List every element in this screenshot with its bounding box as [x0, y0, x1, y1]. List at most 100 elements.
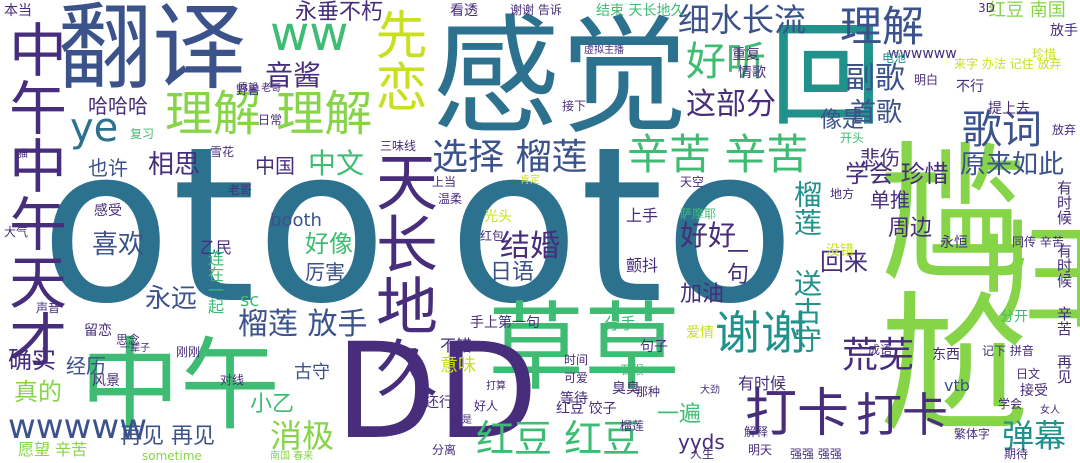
word-ganshou: 感受: [94, 203, 122, 219]
word-jiayou: 加油: [680, 282, 725, 307]
word-zhege: 这是: [452, 415, 472, 426]
word-haohao: 好好: [680, 219, 737, 252]
word-guangtou: 光头: [484, 209, 512, 225]
word-yuanwang: 愿望 辛苦: [18, 440, 88, 459]
word-chengyu: 成语: [868, 343, 893, 357]
word-ganjue: 感觉: [432, 3, 689, 152]
word-juzi: 句子: [640, 339, 668, 355]
word-zhoubian: 周边: [888, 216, 933, 241]
word-dazhen: 大劲: [700, 385, 720, 396]
word-sometime: sometime: [142, 449, 202, 463]
word-xiexie-big: 谢谢: [715, 306, 807, 360]
word-sc: sc: [240, 290, 260, 311]
word-guyu: 古守: [294, 362, 330, 383]
word-haoxiang: 好像: [305, 230, 353, 258]
word-fanyi: 翻译: [58, 0, 247, 103]
word-hongdou-jiaozi: 红豆 饺子: [556, 401, 617, 417]
word-yiwei: 意味: [440, 355, 476, 376]
word-shihou: 石猴: [620, 363, 645, 377]
word-daka-1: 打卡: [745, 384, 850, 444]
word-haoting: 好听: [686, 39, 766, 85]
word-yuanwang-laoge: 愿望 老哥: [238, 83, 282, 94]
word-xiangsi: 相思: [148, 150, 201, 180]
word-jiesou: 接受: [1020, 383, 1048, 399]
word-youshihou-v: 有时候 有时候 辛苦 再见: [1055, 180, 1073, 384]
word-huilai: 回来: [820, 248, 868, 276]
word-gechi: 歌词: [962, 107, 1042, 153]
word-jiexia: 接下: [562, 99, 587, 113]
word-lihai: 厉害: [305, 260, 345, 284]
word-didi: 地方: [830, 187, 855, 201]
word-huanxi: 还行: [425, 395, 453, 411]
word-shangshou: 上手: [626, 206, 659, 225]
word-qiangqiang: 强强 强强: [790, 447, 842, 461]
word-jingli: 经历: [66, 354, 106, 378]
word-rensheng: 人生: [690, 447, 715, 461]
word-shouge: 首歌: [850, 98, 903, 128]
word-xiangshi: 像是: [820, 108, 865, 133]
word-zhende: 真的: [14, 378, 62, 406]
word-qidai: 期待: [1004, 447, 1029, 461]
word-zhongguo: 中国: [255, 154, 295, 178]
word-shengyin: 声音: [36, 301, 61, 315]
word-yongyuan: 永远: [145, 284, 198, 314]
word-nazhong: 那种: [636, 385, 661, 399]
word-guihua: 归: [958, 215, 1080, 333]
word-ganga: 尴尬: [854, 135, 1028, 435]
word-tishang: 提上去: [988, 101, 1030, 117]
word-dawu: 大气: [4, 225, 29, 239]
word-meicuo: 没错: [826, 243, 854, 259]
word-ww: ww: [270, 6, 349, 62]
word-liulian-songgu: 榴莲 送古守: [790, 180, 823, 353]
word-riyu: 日语: [490, 260, 535, 285]
word-xuehui-small: 学会: [998, 397, 1023, 411]
word-xishui: 细水长流: [678, 1, 807, 39]
word-laizi: 来字 办法 记住 放弃: [954, 57, 1062, 71]
word-benying: 本当: [4, 3, 32, 19]
word-ye: ye: [70, 105, 119, 151]
word-fangqi: 放弃: [1052, 123, 1077, 137]
word-oto-left: oto: [40, 100, 388, 351]
word-mingbai: 明白: [914, 73, 939, 87]
word-gangang: 刚刚: [176, 345, 201, 359]
word-zhebufen: 这部分: [686, 87, 776, 122]
word-aiqing: 爱情: [686, 325, 714, 341]
word-beishang: 悲伤: [860, 146, 900, 170]
word-kending: 肯定: [520, 175, 540, 186]
word-saxinya: 萨摩耶: [680, 207, 717, 221]
word-shijian: 时间: [564, 353, 589, 367]
word-hongdou-nanguo: 红豆 南国: [988, 0, 1066, 21]
word-jieshi: 解释: [744, 425, 769, 439]
word-lianzai: 连在一起: [205, 250, 224, 314]
word-nanguo: 南国 春来: [270, 451, 314, 462]
word-huangwu: 荒芜: [842, 335, 915, 376]
word-shensi: 思念: [116, 333, 141, 347]
word-xiaoyi: 小乙: [250, 392, 295, 417]
word-liulian-small: 榴莲: [620, 419, 645, 433]
word-xuehua: 雪花: [210, 145, 235, 159]
word-queshi: 确实: [8, 346, 56, 374]
word-tongzhuan: 同传 辛苦: [1012, 235, 1064, 249]
word-dengdai: 等待: [560, 391, 588, 407]
word-xuni: 虚拟主播: [584, 45, 624, 56]
word-liuyi: 留恋: [84, 323, 112, 339]
word-yuanlai: 原来如此: [960, 150, 1065, 180]
word-shoushang: 手上第一句: [470, 315, 540, 331]
word-danzhui: 单推: [870, 188, 910, 212]
word-xuehui: 学会 珍惜: [845, 160, 949, 188]
word-duixian: 对线: [220, 373, 245, 387]
word-laoge: 老哥: [228, 183, 253, 197]
word-fenkai: 分开: [1000, 309, 1028, 325]
word-booth: booth: [270, 210, 322, 231]
word-tianchang: 天长地久: [365, 150, 438, 398]
word-jixia: 记下 拼音: [982, 344, 1034, 358]
word-yongheng: 永恒: [940, 235, 968, 251]
word-fangshou-small: 放手: [1050, 23, 1078, 39]
word-xinku: 辛苦 辛苦: [627, 130, 809, 179]
word-yongchui: 永垂不朽: [295, 0, 384, 25]
word-yexu: 也许: [88, 156, 128, 180]
word-fenli: 分离: [432, 443, 457, 457]
word-xiaoji: 消极: [270, 417, 335, 455]
word-haoren: 好人: [474, 399, 499, 413]
